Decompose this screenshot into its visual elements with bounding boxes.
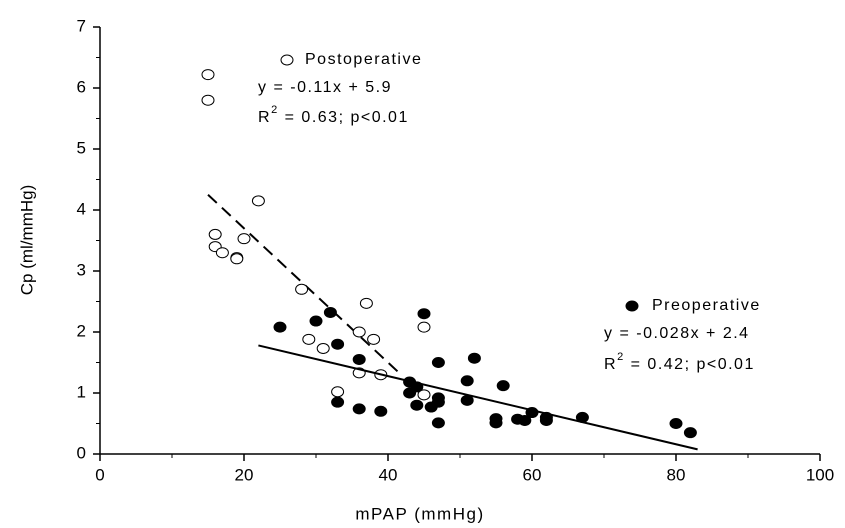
y-tick-label: 5 — [77, 138, 86, 157]
data-point — [201, 69, 215, 81]
r-symbol: R — [258, 109, 271, 126]
x-tick-label: 20 — [235, 465, 254, 484]
data-point — [352, 353, 366, 365]
x-axis-label: mPAP (mmHg) — [355, 504, 484, 523]
data-point — [496, 380, 510, 392]
r-value: = 0.63; p<0.01 — [279, 109, 409, 126]
y-tick-label: 4 — [77, 199, 86, 218]
x-tick-label: 60 — [523, 465, 542, 484]
data-point — [417, 308, 431, 320]
superscript: 2 — [617, 351, 625, 363]
data-point — [683, 427, 697, 439]
y-tick-label: 1 — [77, 382, 86, 401]
data-point — [323, 306, 337, 318]
r-value: = 0.42; p<0.01 — [625, 356, 755, 373]
data-point — [575, 411, 589, 423]
y-tick-label: 0 — [77, 443, 86, 462]
y-tick-label: 3 — [77, 260, 86, 279]
data-point — [295, 283, 309, 295]
data-point — [431, 396, 445, 408]
data-point — [669, 418, 683, 429]
equation: y = -0.11x + 5.9 — [258, 79, 392, 96]
data-point — [352, 403, 366, 415]
data-point — [467, 352, 481, 364]
legend-marker — [280, 54, 294, 66]
data-point — [352, 326, 366, 338]
legend-label: Postoperative — [305, 51, 422, 68]
x-tick-label: 40 — [379, 465, 398, 484]
data-point — [410, 381, 424, 393]
data-point — [460, 394, 474, 406]
y-tick-label: 2 — [77, 321, 86, 340]
trend-line — [207, 194, 404, 377]
data-point — [518, 414, 532, 426]
data-point — [489, 417, 503, 429]
data-point — [417, 321, 431, 333]
data-point — [316, 342, 330, 354]
x-tick-label: 100 — [806, 465, 834, 484]
data-point — [208, 228, 222, 240]
data-point — [251, 195, 265, 207]
data-point — [215, 247, 229, 259]
data-point — [302, 333, 316, 345]
data-point — [331, 396, 345, 408]
legend-marker — [625, 300, 639, 312]
r-squared: R2 = 0.42; p<0.01 — [604, 351, 755, 373]
data-point — [367, 333, 381, 345]
data-point — [539, 414, 553, 426]
equation: y = -0.028x + 2.4 — [604, 325, 750, 342]
data-point — [201, 94, 215, 106]
data-point — [331, 338, 345, 350]
data-point — [273, 321, 287, 333]
r-squared: R2 = 0.63; p<0.01 — [258, 104, 409, 126]
y-axis-label: Cp (ml/mmHg) — [17, 185, 36, 296]
data-point — [374, 405, 388, 417]
data-point — [431, 357, 445, 368]
data-point — [309, 315, 323, 327]
legend-label: Preoperative — [652, 297, 761, 314]
data-point — [331, 386, 345, 398]
data-point — [460, 375, 474, 387]
data-point — [525, 407, 539, 419]
x-tick-label: 80 — [667, 465, 686, 484]
y-tick-label: 6 — [77, 77, 86, 96]
superscript: 2 — [271, 104, 279, 116]
x-tick-label: 0 — [95, 465, 104, 484]
r-symbol: R — [604, 356, 617, 373]
data-point — [417, 389, 431, 401]
data-point — [237, 233, 251, 245]
data-point — [431, 417, 445, 429]
y-tick-label: 7 — [77, 16, 86, 35]
data-point — [230, 253, 244, 265]
trend-line — [258, 344, 698, 451]
data-point — [410, 399, 424, 411]
data-point — [359, 297, 373, 309]
